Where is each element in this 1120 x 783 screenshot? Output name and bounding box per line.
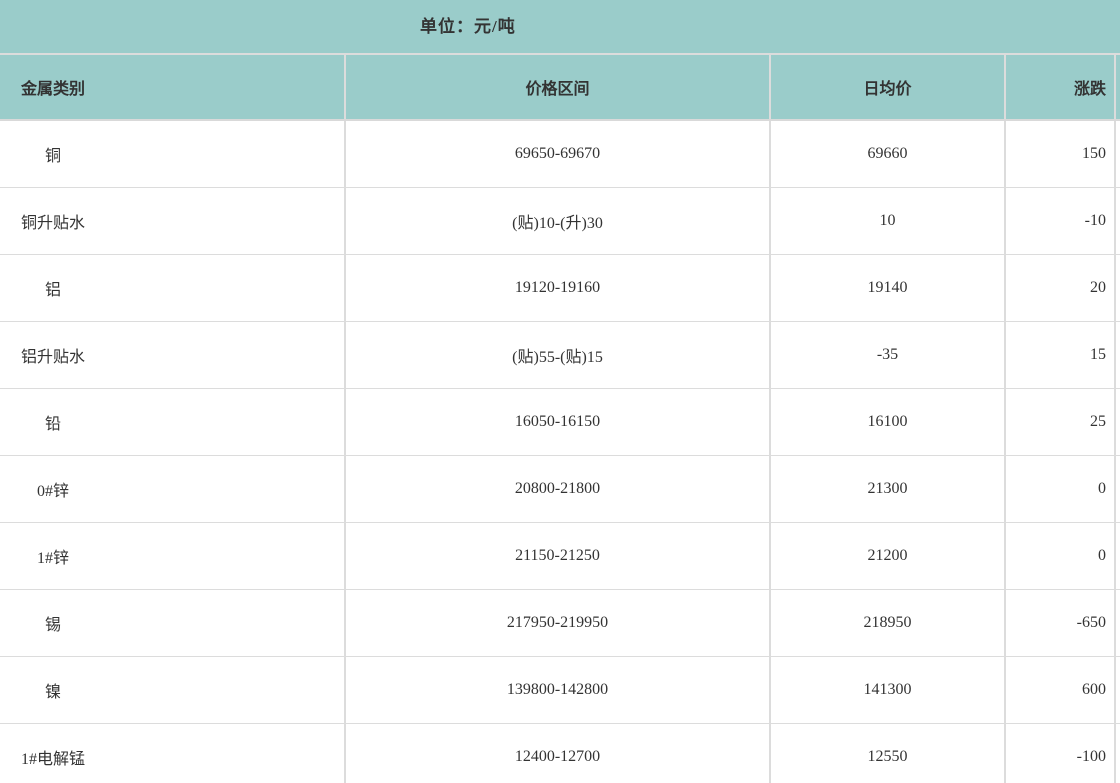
avg-cell: 21300 <box>770 455 1006 523</box>
change-cell: 0 <box>1005 455 1116 523</box>
avg-cell: 69660 <box>770 120 1006 188</box>
change-cell: -10 <box>1005 187 1116 255</box>
metal-cell: 铅 <box>44 415 61 433</box>
metal-cell: 1#电解锰 <box>20 750 85 768</box>
table-row-lead: 铅 16050-16150 16100 25 <box>0 388 1120 456</box>
change-cell: 25 <box>1005 388 1116 456</box>
range-cell: (贴)10-(升)30 <box>345 187 771 255</box>
range-cell: 16050-16150 <box>345 388 771 456</box>
change-cell: -650 <box>1005 589 1116 657</box>
col-header-change: 涨跌 <box>1005 55 1116 121</box>
metal-cell: 铝升贴水 <box>20 348 85 366</box>
table-row-zinc-0: 0#锌 20800-21800 21300 0 <box>0 455 1120 523</box>
change-cell: -100 <box>1005 723 1116 783</box>
avg-cell: 16100 <box>770 388 1006 456</box>
avg-cell: 21200 <box>770 522 1006 590</box>
avg-cell: 12550 <box>770 723 1006 783</box>
price-table-container: 金属类别 价格区间 日均价 涨跌 铜 69650-69670 69660 150 <box>0 55 1120 783</box>
range-cell: 20800-21800 <box>345 455 771 523</box>
change-cell: 150 <box>1005 120 1116 188</box>
avg-cell: 218950 <box>770 589 1006 657</box>
metal-cell: 0#锌 <box>36 482 69 500</box>
metal-cell: 锡 <box>44 616 61 634</box>
metal-cell: 镍 <box>44 683 61 701</box>
table-row-nickel: 镍 139800-142800 141300 600 <box>0 656 1120 724</box>
avg-cell: 141300 <box>770 656 1006 724</box>
col-header-daily-avg: 日均价 <box>770 55 1006 121</box>
table-row-aluminum: 铝 19120-19160 19140 20 <box>0 254 1120 322</box>
col-header-clipped <box>1115 55 1120 121</box>
range-cell: 12400-12700 <box>345 723 771 783</box>
change-cell: 20 <box>1005 254 1116 322</box>
change-cell: 0 <box>1005 522 1116 590</box>
header-row: 金属类别 价格区间 日均价 涨跌 <box>0 55 1120 121</box>
table-row-tin: 锡 217950-219950 218950 -650 <box>0 589 1120 657</box>
change-cell: 15 <box>1005 321 1116 389</box>
range-cell: 139800-142800 <box>345 656 771 724</box>
metal-price-table: 金属类别 价格区间 日均价 涨跌 铜 69650-69670 69660 150 <box>0 55 1120 783</box>
unit-label: 单位：元/吨 <box>0 0 1120 55</box>
change-cell: 600 <box>1005 656 1116 724</box>
table-row-copper-premium: 铜升贴水 (贴)10-(升)30 10 -10 <box>0 187 1120 255</box>
metal-cell: 铜 <box>44 147 61 165</box>
col-header-price-range: 价格区间 <box>345 55 771 121</box>
table-row-manganese: 1#电解锰 12400-12700 12550 -100 <box>0 723 1120 783</box>
table-row-aluminum-premium: 铝升贴水 (贴)55-(贴)15 -35 15 <box>0 321 1120 389</box>
metal-cell: 铜升贴水 <box>20 214 85 232</box>
metal-cell: 铝 <box>44 281 61 299</box>
range-cell: (贴)55-(贴)15 <box>345 321 771 389</box>
avg-cell: 10 <box>770 187 1006 255</box>
range-cell: 19120-19160 <box>345 254 771 322</box>
col-header-metal-label: 金属类别 <box>20 81 85 98</box>
table-row-zinc-1: 1#锌 21150-21250 21200 0 <box>0 522 1120 590</box>
col-header-metal: 金属类别 <box>0 55 346 121</box>
range-cell: 217950-219950 <box>345 589 771 657</box>
avg-cell: 19140 <box>770 254 1006 322</box>
avg-cell: -35 <box>770 321 1006 389</box>
range-cell: 21150-21250 <box>345 522 771 590</box>
range-cell: 69650-69670 <box>345 120 771 188</box>
table-row-copper: 铜 69650-69670 69660 150 <box>0 120 1120 188</box>
metal-cell: 1#锌 <box>36 549 69 567</box>
